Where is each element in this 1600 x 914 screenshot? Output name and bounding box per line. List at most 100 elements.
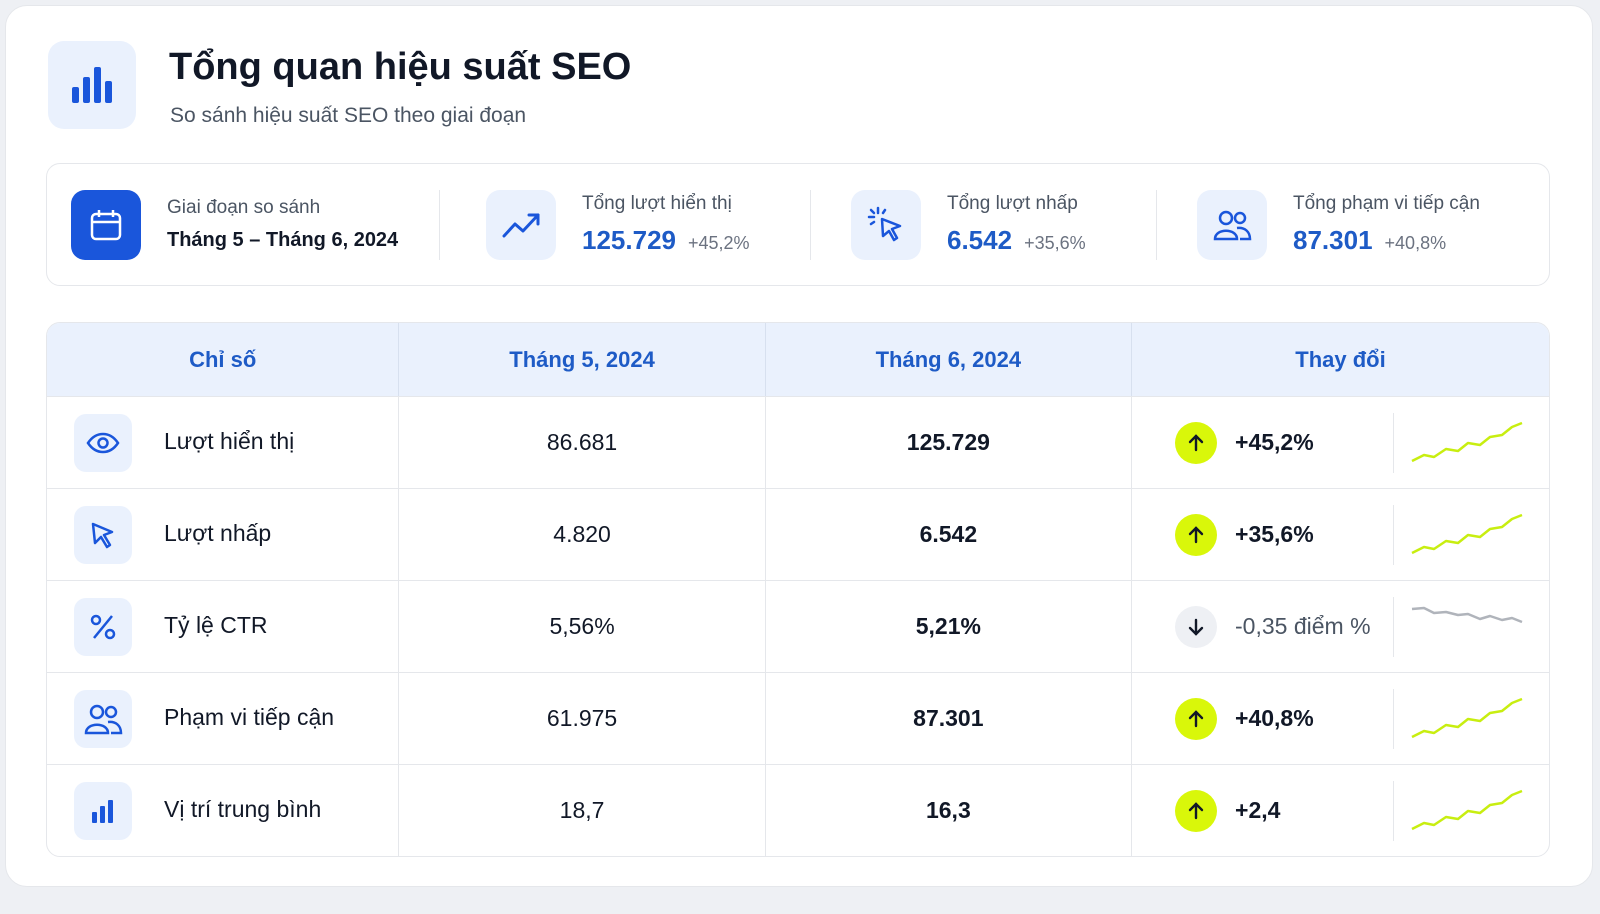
circle-shape [97, 436, 109, 449]
icon [1188, 618, 1204, 636]
icon [92, 799, 113, 823]
td-shape: -0,35 điểm % [1132, 580, 1549, 672]
text: 86.681 [399, 396, 766, 488]
icon [91, 522, 114, 548]
div-shape [1393, 412, 1395, 473]
polyline-shape [1188, 801, 1204, 811]
polyline-shape [1188, 709, 1204, 719]
text: Tổng phạm vi tiếp cận [1293, 193, 1480, 214]
tbody-shape: Chỉ số Tháng 5, 2024 Tháng 6, 2024 Thay đổi… [47, 323, 1549, 856]
text: -0,35 điểm % [1235, 613, 1371, 639]
text: 87.301 [1293, 225, 1373, 255]
text: Tỷ lệ CTR [164, 611, 268, 638]
text: Tổng lượt nhấp [947, 193, 1078, 214]
div-shape [1175, 513, 1218, 556]
rect-shape [94, 67, 101, 103]
icon [84, 704, 123, 734]
icon [86, 432, 120, 453]
text: +45,2% [687, 233, 750, 253]
path-shape [84, 723, 110, 734]
polyline-shape [1188, 626, 1204, 636]
path-shape [1213, 229, 1239, 240]
icon [1213, 210, 1252, 240]
text: Tháng 5, 2024 [399, 323, 766, 396]
polyline-shape [1411, 606, 1523, 623]
icon [1411, 789, 1523, 830]
tr-shape: Chỉ số Tháng 5, 2024 Tháng 6, 2024 Thay đổi [47, 323, 1549, 396]
rect-shape [92, 811, 97, 823]
polyline-shape [1411, 513, 1523, 554]
text: Tháng 6, 2024 [765, 323, 1133, 396]
metrics-table: Chỉ số Tháng 5, 2024 Tháng 6, 2024 Thay đổi… [46, 322, 1550, 857]
summary: Giai đoạn so sánh Tháng 5 – Tháng 6, 2024… [46, 163, 1550, 286]
text: Tháng 5 – Tháng 6, 2024 [167, 229, 399, 251]
div-shape [1175, 789, 1218, 832]
rect-shape [83, 77, 90, 103]
polyline-shape [1411, 789, 1523, 830]
text: 18,7 [399, 764, 766, 856]
td-shape: +45,2% [1132, 396, 1549, 488]
icon [1188, 709, 1204, 727]
rect-shape [72, 87, 79, 103]
td-shape: +40,8% [1132, 672, 1549, 764]
path-shape [1236, 226, 1252, 240]
icon [1188, 525, 1204, 543]
line-shape [881, 208, 887, 214]
div-shape [486, 189, 556, 260]
div-shape: -0,35 điểm % [1133, 596, 1548, 657]
div-shape: Tổng phạm vi tiếp cận 87.301 +40,8% [1157, 189, 1517, 260]
span-shape [74, 689, 132, 748]
path-shape [86, 432, 120, 453]
div-shape [439, 189, 440, 260]
div-shape [810, 189, 811, 260]
path-shape [880, 217, 902, 241]
icon [1188, 433, 1204, 451]
text: 125.729 [582, 225, 676, 255]
div-shape: +45,2% [1133, 412, 1548, 473]
bar-icon [72, 67, 112, 103]
circle-shape [1233, 211, 1247, 224]
span-shape [74, 597, 132, 656]
td-shape: Vị trí trung bình [47, 764, 400, 856]
div-shape: Tổng lượt hiển thị 125.729 +45,2% [440, 189, 810, 260]
td-shape: Phạm vi tiếp cận [47, 672, 400, 764]
td-shape: Tỷ lệ CTR [47, 580, 400, 672]
icon [1411, 513, 1523, 554]
div-shape: Tổng lượt nhấp 6.542 +35,6% [947, 193, 1086, 256]
div-shape [1393, 780, 1395, 841]
div-shape: 125.729 +45,2% [582, 225, 750, 256]
line-shape [93, 614, 113, 639]
text: +35,6% [1024, 233, 1086, 253]
polyline-shape [1411, 421, 1523, 462]
tr-shape: Lượt nhấp 4.820 6.542 +35,6% [47, 488, 1549, 580]
div-shape [1175, 421, 1218, 464]
tr-shape: Phạm vi tiếp cận 61.975 87.301 +40,8% [47, 672, 1549, 764]
text: 61.975 [399, 672, 766, 764]
path-shape [107, 720, 123, 734]
div-shape: Giai đoạn so sánh Tháng 5 – Tháng 6, 2024 [47, 189, 439, 260]
icon [90, 614, 116, 639]
text: +2,4 [1235, 797, 1281, 823]
polyline-shape [1188, 525, 1204, 535]
text: 6.542 [947, 225, 1013, 255]
span-shape [74, 413, 132, 472]
text: 6.542 [765, 488, 1133, 580]
text: +40,8% [1235, 705, 1314, 731]
text: Vị trí trung bình [164, 795, 322, 822]
icon [90, 209, 122, 240]
div-shape: 6.542 +35,6% [947, 225, 1086, 256]
circle-shape [90, 614, 102, 625]
div-shape [851, 189, 921, 260]
span-shape [74, 505, 132, 564]
circle-shape [104, 628, 116, 639]
div-shape: +35,6% [1133, 504, 1548, 565]
circle-shape [1218, 210, 1234, 225]
icon [1188, 801, 1204, 819]
text: 125.729 [765, 396, 1133, 488]
div-shape [1156, 189, 1157, 260]
text: Thay đổi [1132, 323, 1549, 396]
text: +45,2% [1235, 429, 1314, 455]
icon [502, 213, 540, 237]
div-shape: Tổng phạm vi tiếp cận 87.301 +40,8% [1293, 193, 1480, 256]
